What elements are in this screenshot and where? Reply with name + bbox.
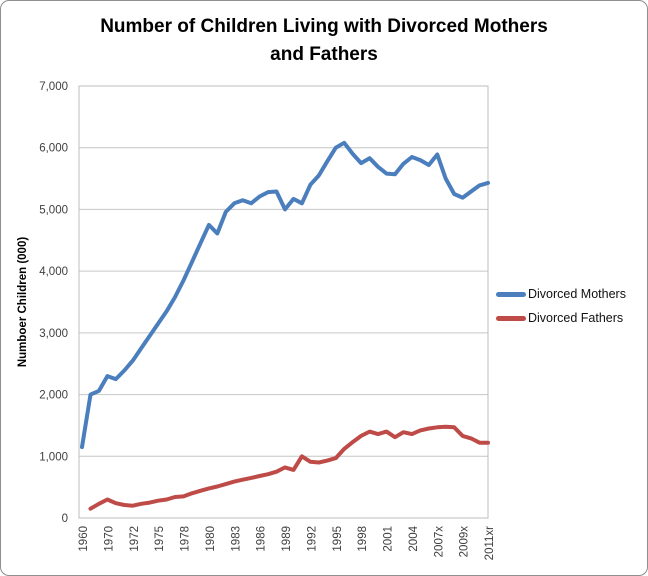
y-tick-label: 6,000 (39, 143, 68, 155)
x-tick-label: 1978 (180, 526, 192, 552)
x-tick-label: 1970 (103, 526, 115, 552)
chart-title-line-1: Number of Children Living with Divorced … (100, 16, 548, 37)
y-tick-label: 2,000 (39, 390, 68, 402)
x-tick-label: 1983 (230, 526, 242, 552)
legend-label: Divorced Fathers (528, 311, 624, 325)
x-tick-label: 1960 (78, 526, 90, 552)
series-line-divorced-fathers (88, 424, 490, 511)
legend-label: Divorced Mothers (528, 287, 626, 301)
x-tick-label: 1972 (129, 526, 141, 552)
x-tick-label: 2009x (459, 526, 471, 558)
x-tick-label: 1989 (281, 526, 293, 552)
x-tick-label: 1992 (306, 526, 318, 552)
legend-marker-divorced-mothers (496, 291, 526, 297)
y-tick-label: 4,000 (39, 266, 68, 278)
series-line-divorced-mothers (80, 140, 490, 449)
x-tick-label: 1995 (332, 526, 344, 552)
y-tick-label: 1,000 (39, 451, 68, 463)
y-tick-label: 7,000 (39, 81, 68, 93)
x-tick-label: 2004 (408, 525, 420, 551)
legend-item-divorced-fathers: Divorced Fathers (496, 311, 626, 325)
chart-title: Number of Children Living with Divorced … (84, 13, 564, 69)
x-tick-label: 1998 (357, 526, 369, 552)
y-tick-label: 3,000 (39, 328, 68, 340)
chart-title-line-2: and Fathers (270, 44, 378, 65)
x-tick-label: 2011xr (484, 526, 496, 560)
legend-item-divorced-mothers: Divorced Mothers (496, 287, 626, 301)
plot-border (78, 85, 489, 519)
legend: Divorced Mothers Divorced Fathers (496, 287, 626, 325)
legend-marker-divorced-fathers (496, 315, 526, 321)
y-tick-label: 5,000 (39, 204, 68, 216)
x-tick-label: 2001 (383, 526, 395, 552)
x-tick-label: 2007x (433, 526, 445, 558)
x-tick-label: 1980 (205, 526, 217, 552)
x-tick-label: 1975 (154, 526, 166, 552)
y-tick-label: 0 (62, 513, 68, 525)
x-tick-label: 1986 (256, 526, 268, 552)
